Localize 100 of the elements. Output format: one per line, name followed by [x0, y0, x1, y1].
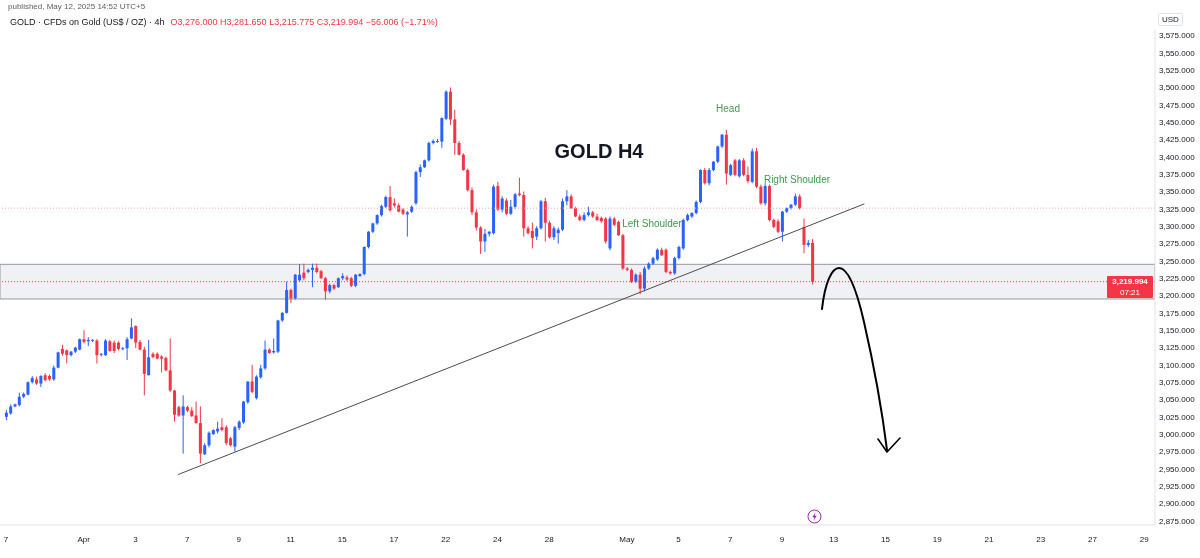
candlestick	[642, 265, 646, 292]
x-tick-label: 21	[984, 534, 995, 544]
candlestick	[802, 218, 806, 254]
x-tick-label: 19	[932, 534, 943, 544]
x-tick-label: 11	[286, 534, 296, 544]
y-tick-label: 3,025.000	[1159, 412, 1196, 422]
candlestick	[483, 228, 487, 253]
y-tick-label: 3,075.000	[1159, 378, 1196, 388]
candlestick	[664, 247, 668, 274]
x-tick-label: 7	[3, 534, 9, 544]
candlestick	[82, 329, 86, 344]
candlestick	[474, 209, 478, 231]
x-tick-label: 5	[676, 534, 682, 544]
text: O3,276.000 H3,281.650 L3,215.775 C3,219.994 −56.006 (−1.71%)	[170, 17, 438, 27]
y-tick-label: 3,375.000	[1159, 170, 1196, 180]
y-tick-label: 3,050.000	[1159, 395, 1196, 405]
candlestick	[405, 210, 409, 238]
y-tick-label: 3,000.000	[1159, 430, 1196, 440]
candlestick	[453, 109, 457, 156]
x-tick-label: 13	[829, 534, 839, 544]
candlestick	[742, 157, 746, 177]
candlestick	[147, 339, 151, 376]
candlestick	[95, 338, 99, 364]
x-tick-label: 17	[389, 534, 400, 544]
x-tick-label: 9	[779, 534, 785, 544]
candlestick	[125, 336, 129, 361]
x-tick-label: 3	[133, 534, 139, 544]
y-tick-label: 3,125.000	[1159, 343, 1196, 353]
candlestick	[242, 400, 245, 425]
annotation: Right Shoulder	[763, 174, 831, 185]
x-tick-label: Apr	[77, 534, 91, 544]
candlestick	[470, 186, 474, 216]
x-tick-label: 9	[236, 534, 242, 544]
candlestick	[759, 184, 763, 206]
y-tick-label: 3,425.000	[1159, 135, 1196, 145]
candlestick	[690, 211, 694, 219]
text: published, May 12, 2025 14:52 UTC+5	[8, 2, 146, 11]
candlestick	[780, 210, 784, 242]
candlestick	[440, 116, 444, 149]
y-tick-label: 2,950.000	[1159, 464, 1196, 474]
candlestick	[263, 340, 267, 371]
candlestick	[134, 324, 138, 349]
x-tick-label: 22	[441, 534, 451, 544]
candlestick	[151, 351, 155, 359]
candlestick	[285, 281, 289, 315]
x-tick-label: 23	[1036, 534, 1046, 544]
y-tick-label: 3,575.000	[1159, 31, 1196, 41]
y-tick-label: 3,275.000	[1159, 239, 1196, 249]
y-tick-label: 3,475.000	[1159, 100, 1196, 110]
candlestick	[254, 374, 258, 401]
candlestick	[604, 216, 608, 245]
annotation: 07:21	[1119, 287, 1141, 297]
candlestick	[69, 350, 73, 358]
x-tick-label: May	[619, 534, 635, 544]
y-tick-label: 3,300.000	[1159, 222, 1196, 232]
x-tick-label: 7	[728, 534, 734, 544]
text: GOLD H4	[554, 140, 644, 162]
candlestick	[224, 424, 228, 446]
y-tick-label: 3,150.000	[1159, 326, 1196, 336]
y-tick-label: 3,225.000	[1159, 274, 1196, 284]
y-tick-label: 3,325.000	[1159, 204, 1196, 214]
candlestick	[427, 141, 431, 163]
x-tick-label: 29	[1139, 534, 1150, 544]
candlestick	[746, 166, 750, 184]
y-tick-label: 2,900.000	[1159, 499, 1196, 509]
candlestick	[479, 225, 483, 255]
candlestick	[293, 273, 297, 301]
y-tick-label: 3,550.000	[1159, 48, 1196, 58]
ref-line-label: 3,219.994	[1112, 276, 1148, 286]
y-tick-label: 3,250.000	[1159, 256, 1196, 266]
y-tick-label: 3,100.000	[1159, 360, 1196, 370]
y-tick-label: 2,875.000	[1159, 516, 1196, 526]
y-axis-title: USD	[1162, 15, 1179, 24]
x-tick-label: 27	[1088, 534, 1098, 544]
candlestick	[168, 338, 172, 393]
candlestick	[181, 394, 185, 455]
candlestick	[233, 425, 237, 453]
y-tick-label: 2,925.000	[1159, 482, 1196, 492]
y-tick-label: 3,350.000	[1159, 187, 1196, 197]
y-tick-label: 3,400.000	[1159, 152, 1196, 162]
candlestick	[466, 168, 470, 193]
x-tick-label: 7	[184, 534, 190, 544]
candlestick	[737, 158, 741, 179]
y-tick-label: 2,975.000	[1159, 447, 1196, 457]
x-tick-label: 28	[544, 534, 555, 544]
y-tick-label: 3,525.000	[1159, 66, 1196, 76]
candlestick	[388, 185, 392, 213]
x-tick-label: 15	[337, 534, 348, 544]
candlestick	[548, 220, 552, 240]
candlestick	[530, 222, 534, 249]
y-tick-label: 3,500.000	[1159, 83, 1196, 93]
candlestick	[250, 364, 254, 394]
candlestick	[310, 263, 314, 288]
x-tick-label: 15	[881, 534, 891, 544]
candlestick	[526, 225, 530, 236]
candlestick	[246, 380, 250, 405]
y-tick-label: 3,175.000	[1159, 308, 1196, 318]
candlestick	[543, 197, 547, 242]
candlestick	[565, 189, 569, 206]
x-tick-label: 24	[493, 534, 503, 544]
